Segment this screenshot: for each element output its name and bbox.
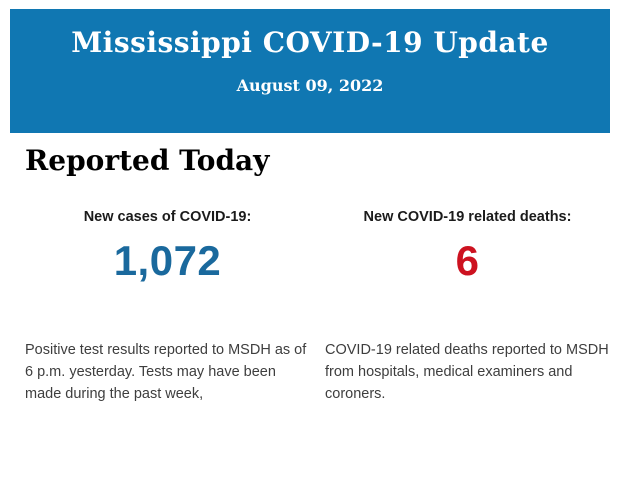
stat-label-new-cases: New cases of COVID-19: — [83, 209, 252, 225]
stat-label-new-deaths: New COVID-19 related deaths: — [363, 209, 572, 225]
report-content: Reported Today New cases of COVID-19: 1,… — [25, 143, 610, 405]
banner: Mississippi COVID-19 Update August 09, 2… — [10, 9, 610, 133]
banner-title: Mississippi COVID-19 Update — [71, 26, 549, 59]
stats-grid: New cases of COVID-19: 1,072 Positive te… — [25, 208, 610, 405]
stat-new-cases: New cases of COVID-19: 1,072 Positive te… — [25, 208, 310, 405]
stat-description-new-deaths: COVID-19 related deaths reported to MSDH… — [325, 342, 609, 402]
stat-value-new-cases: 1,072 — [113, 237, 222, 284]
section-heading-reported-today: Reported Today — [25, 144, 270, 177]
stat-value-new-deaths: 6 — [455, 237, 480, 284]
stat-description-new-cases: Positive test results reported to MSDH a… — [25, 342, 307, 402]
stat-new-deaths: New COVID-19 related deaths: 6 COVID-19 … — [325, 208, 610, 405]
banner-date: August 09, 2022 — [236, 76, 384, 95]
